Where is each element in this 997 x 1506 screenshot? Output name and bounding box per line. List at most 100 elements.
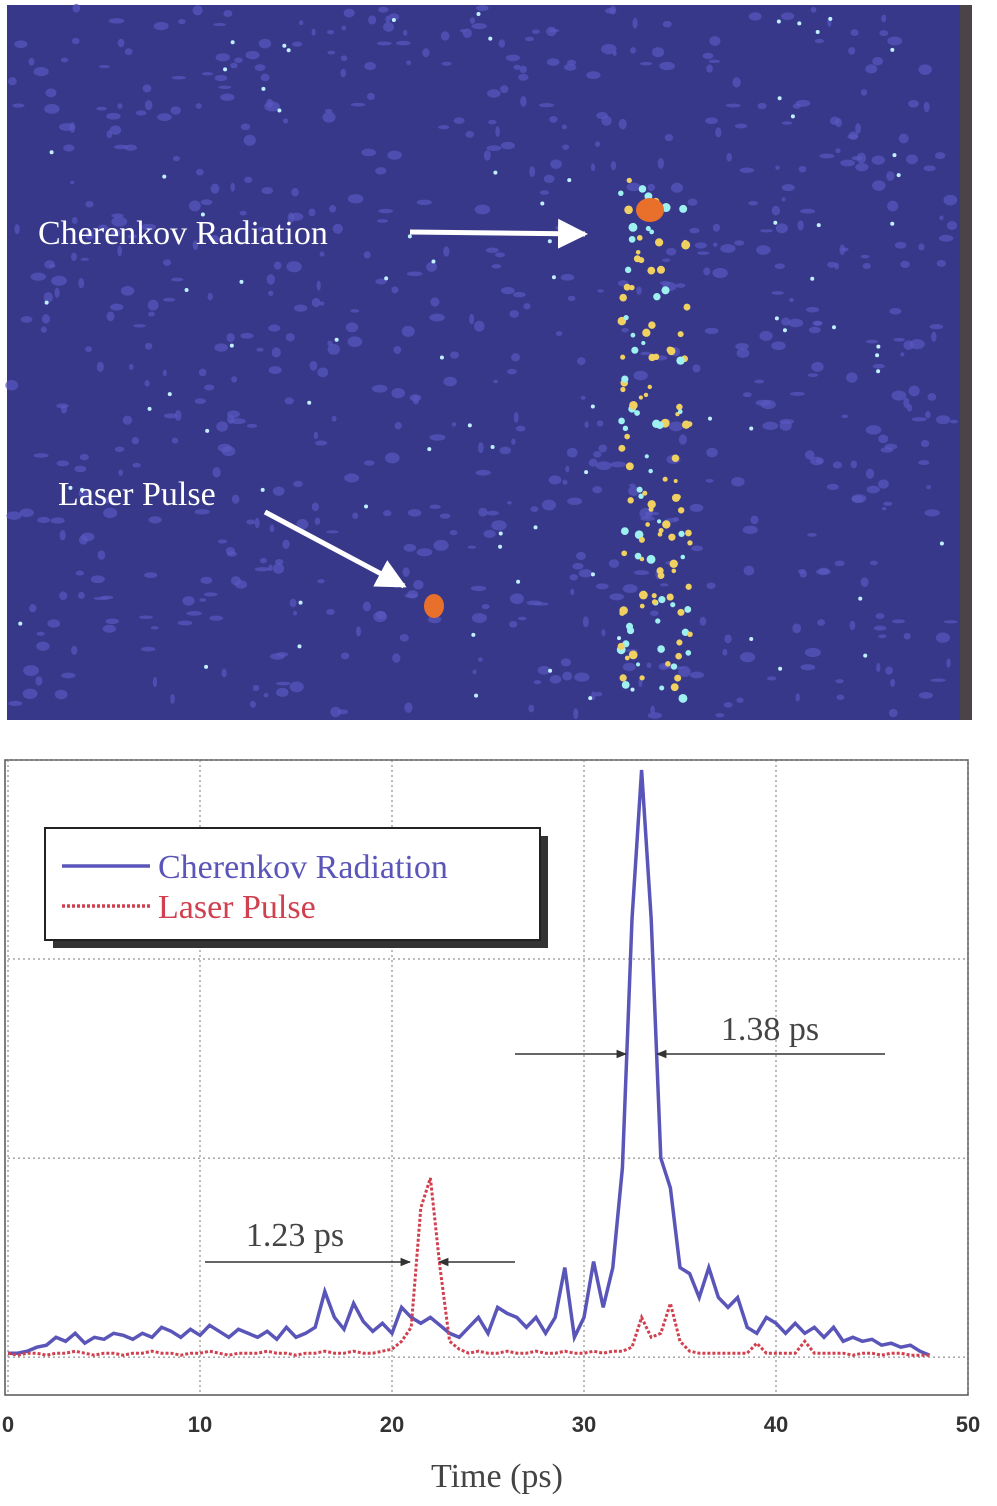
speckle: [735, 343, 749, 350]
speckle: [272, 563, 285, 574]
speckle: [289, 681, 304, 693]
speckle: [771, 291, 784, 295]
speckle: [567, 497, 583, 505]
speckle: [298, 600, 303, 605]
speckle: [562, 144, 570, 150]
speckle: [762, 421, 779, 430]
speckle: [555, 225, 566, 231]
speckle: [196, 168, 204, 176]
speckle: [416, 199, 432, 206]
speckle: [210, 183, 220, 194]
speckle: [100, 595, 114, 600]
speckle: [61, 672, 76, 679]
speckle: [619, 674, 627, 682]
speckle: [282, 539, 290, 549]
speckle: [182, 596, 195, 606]
speckle: [620, 354, 626, 360]
speckle: [383, 22, 395, 32]
speckle: [106, 311, 115, 322]
speckle: [590, 163, 596, 172]
speckle: [148, 516, 162, 524]
speckle: [481, 603, 490, 610]
speckle: [114, 446, 125, 452]
speckle: [639, 61, 653, 66]
speckle: [209, 615, 224, 621]
speckle: [132, 462, 141, 468]
speckle: [71, 217, 78, 225]
speckle: [657, 531, 663, 537]
speckle: [271, 347, 281, 358]
speckle: [670, 683, 679, 692]
speckle: [311, 297, 321, 308]
speckle: [97, 550, 106, 560]
speckle: [736, 348, 750, 358]
speckle: [894, 241, 907, 249]
speckle: [520, 95, 527, 107]
speckle: [343, 8, 355, 18]
speckle: [54, 287, 60, 298]
speckle: [287, 212, 295, 224]
speckle: [635, 249, 641, 255]
speckle: [658, 596, 666, 604]
speckle: [771, 205, 781, 216]
speckle: [655, 618, 661, 624]
speckle: [513, 411, 519, 423]
speckle: [472, 669, 477, 675]
speckle: [309, 360, 318, 371]
speckle: [474, 693, 479, 698]
speckle: [307, 400, 312, 405]
speckle: [395, 40, 411, 46]
speckle: [506, 501, 512, 505]
speckle: [584, 421, 589, 429]
speckle: [539, 190, 549, 195]
speckle: [108, 18, 125, 24]
speckle: [487, 89, 501, 98]
speckle: [71, 645, 78, 655]
speckle: [694, 242, 707, 249]
speckle: [887, 36, 903, 46]
speckle: [45, 88, 57, 98]
speckle: [364, 62, 376, 71]
speckle: [876, 344, 881, 349]
speckle: [490, 445, 495, 450]
image-label: Laser Pulse: [58, 476, 216, 513]
speckle: [226, 332, 235, 343]
speckle: [903, 397, 910, 408]
speckle: [887, 200, 899, 212]
speckle: [443, 376, 457, 387]
speckle: [588, 458, 598, 467]
speckle: [22, 688, 38, 700]
speckle: [203, 592, 218, 597]
speckle: [638, 185, 647, 193]
speckle: [626, 182, 641, 192]
speckle: [313, 431, 318, 440]
speckle: [170, 106, 181, 115]
speckle: [652, 353, 660, 361]
speckle: [254, 64, 266, 71]
speckle: [754, 379, 765, 384]
speckle: [102, 624, 116, 633]
speckle: [213, 23, 227, 27]
speckle: [898, 133, 909, 144]
speckle: [200, 199, 213, 206]
speckle: [668, 533, 676, 541]
speckle: [860, 89, 868, 96]
speckle: [488, 119, 497, 125]
speckle: [726, 152, 733, 162]
speckle: [413, 579, 424, 590]
speckle: [478, 507, 488, 517]
speckle: [628, 483, 636, 487]
speckle: [651, 593, 657, 599]
speckle: [326, 608, 335, 615]
speckle: [862, 262, 871, 269]
speckle: [260, 73, 270, 82]
speckle: [109, 125, 122, 135]
speckle: [872, 363, 885, 369]
speckle: [657, 572, 665, 579]
speckle: [677, 608, 685, 616]
speckle: [564, 63, 577, 71]
speckle: [818, 567, 830, 575]
speckle: [194, 509, 210, 515]
